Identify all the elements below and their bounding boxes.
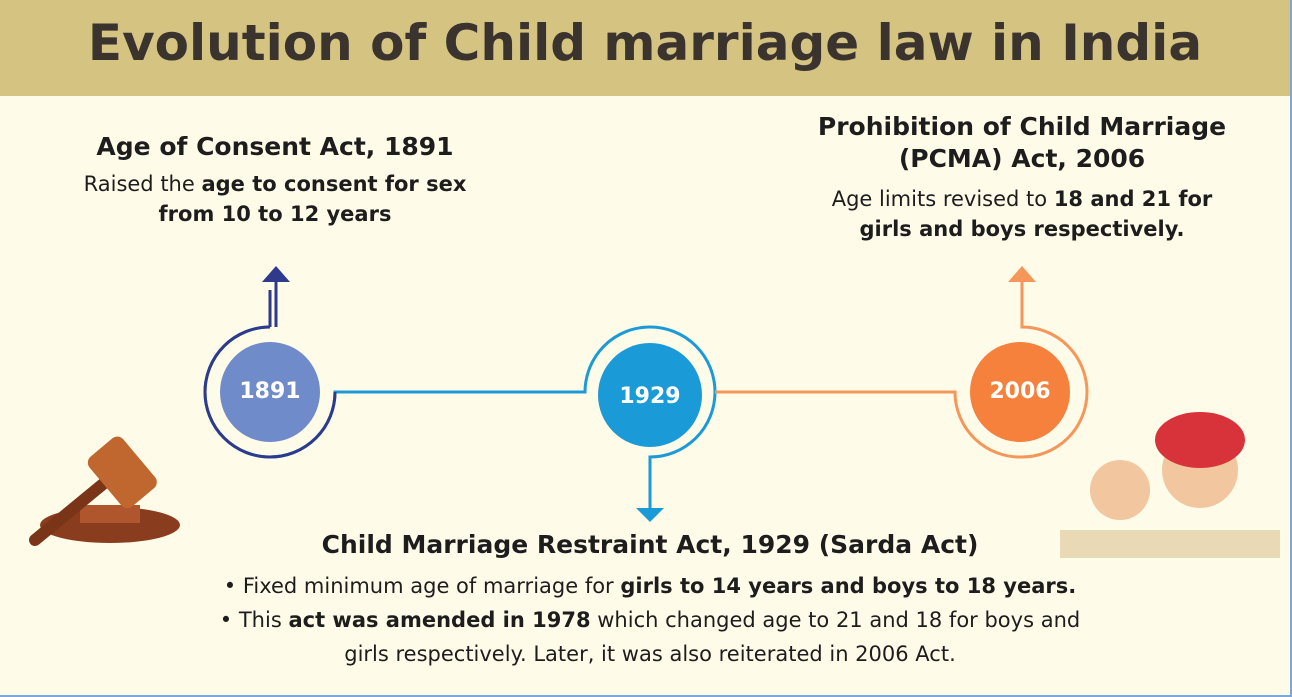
node-description: • Fixed minimum age of marriage for girl…: [224, 574, 1076, 598]
text-run: Age limits revised to: [831, 187, 1054, 211]
children-illustration: [1060, 412, 1280, 558]
text-run: Raised the: [83, 172, 202, 196]
text-run: 18 and 21 for: [1053, 187, 1213, 211]
node-description: Age limits revised to 18 and 21 for: [832, 187, 1213, 211]
node-circle: [598, 343, 702, 447]
node-description: girls and boys respectively.: [860, 217, 1185, 241]
arrow: [636, 508, 664, 522]
text-run: age to consent for sex: [201, 172, 467, 196]
node-circle: [220, 342, 320, 442]
node-description: from 10 to 12 years: [159, 202, 392, 226]
node-title: Child Marriage Restraint Act, 1929 (Sard…: [321, 530, 979, 559]
title-bar: Evolution of Child marriage law in India: [0, 0, 1290, 96]
gavel-illustration: [29, 436, 180, 546]
node-description: girls respectively. Later, it was also r…: [344, 642, 956, 666]
text-run: act was amended in 1978: [288, 608, 591, 632]
text-run: girls and boys respectively.: [859, 217, 1185, 241]
ring: [203, 325, 337, 459]
text-run: • This: [219, 608, 289, 632]
node-year: 2006: [989, 379, 1050, 404]
node-description: Raised the age to consent for sex: [84, 172, 467, 196]
connector: [268, 280, 278, 327]
title: Evolution of Child marriage law in India: [87, 14, 1203, 72]
node-year: 1929: [619, 384, 680, 409]
node-title: (PCMA) Act, 2006: [898, 144, 1146, 173]
text-run: girls respectively. Later, it was also r…: [344, 642, 956, 666]
text-run: girls to 14 years and boys to 18 years.: [620, 574, 1077, 598]
arrow: [262, 266, 290, 282]
arrow: [1008, 266, 1036, 282]
node-description: • This act was amended in 1978 which cha…: [220, 608, 1080, 632]
node-circle: [970, 342, 1070, 442]
node-title: Prohibition of Child Marriage: [817, 112, 1227, 141]
connector: [715, 280, 1089, 459]
text-run: which changed age to 21 and 18 for boys …: [590, 608, 1081, 632]
text-run: • Fixed minimum age of marriage for: [223, 574, 621, 598]
node-year: 1891: [239, 379, 300, 404]
node-title: Age of Consent Act, 1891: [96, 132, 454, 161]
text-run: from 10 to 12 years: [158, 202, 392, 226]
